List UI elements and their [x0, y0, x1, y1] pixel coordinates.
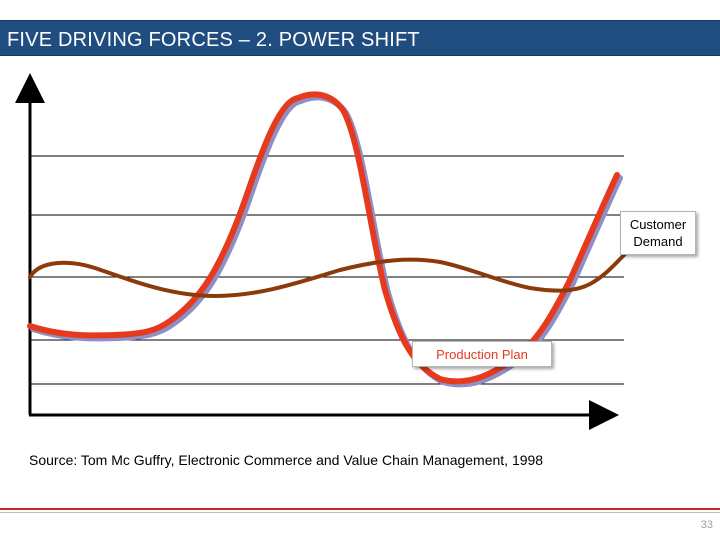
footer-divider — [0, 508, 720, 510]
production-plan-curve — [28, 252, 627, 299]
page-number: 33 — [700, 519, 713, 531]
footer-divider-secondary — [0, 512, 720, 513]
customer-demand-curve — [27, 91, 620, 385]
slide-title: FIVE DRIVING FORCES – 2. POWER SHIFT — [7, 29, 420, 51]
customer-demand-label: Customer Demand — [620, 211, 696, 255]
production-plan-label: Production Plan — [412, 341, 552, 367]
title-bar: FIVE DRIVING FORCES – 2. POWER SHIFT — [0, 20, 720, 56]
source-citation: Source: Tom Mc Guffry, Electronic Commer… — [29, 452, 544, 468]
